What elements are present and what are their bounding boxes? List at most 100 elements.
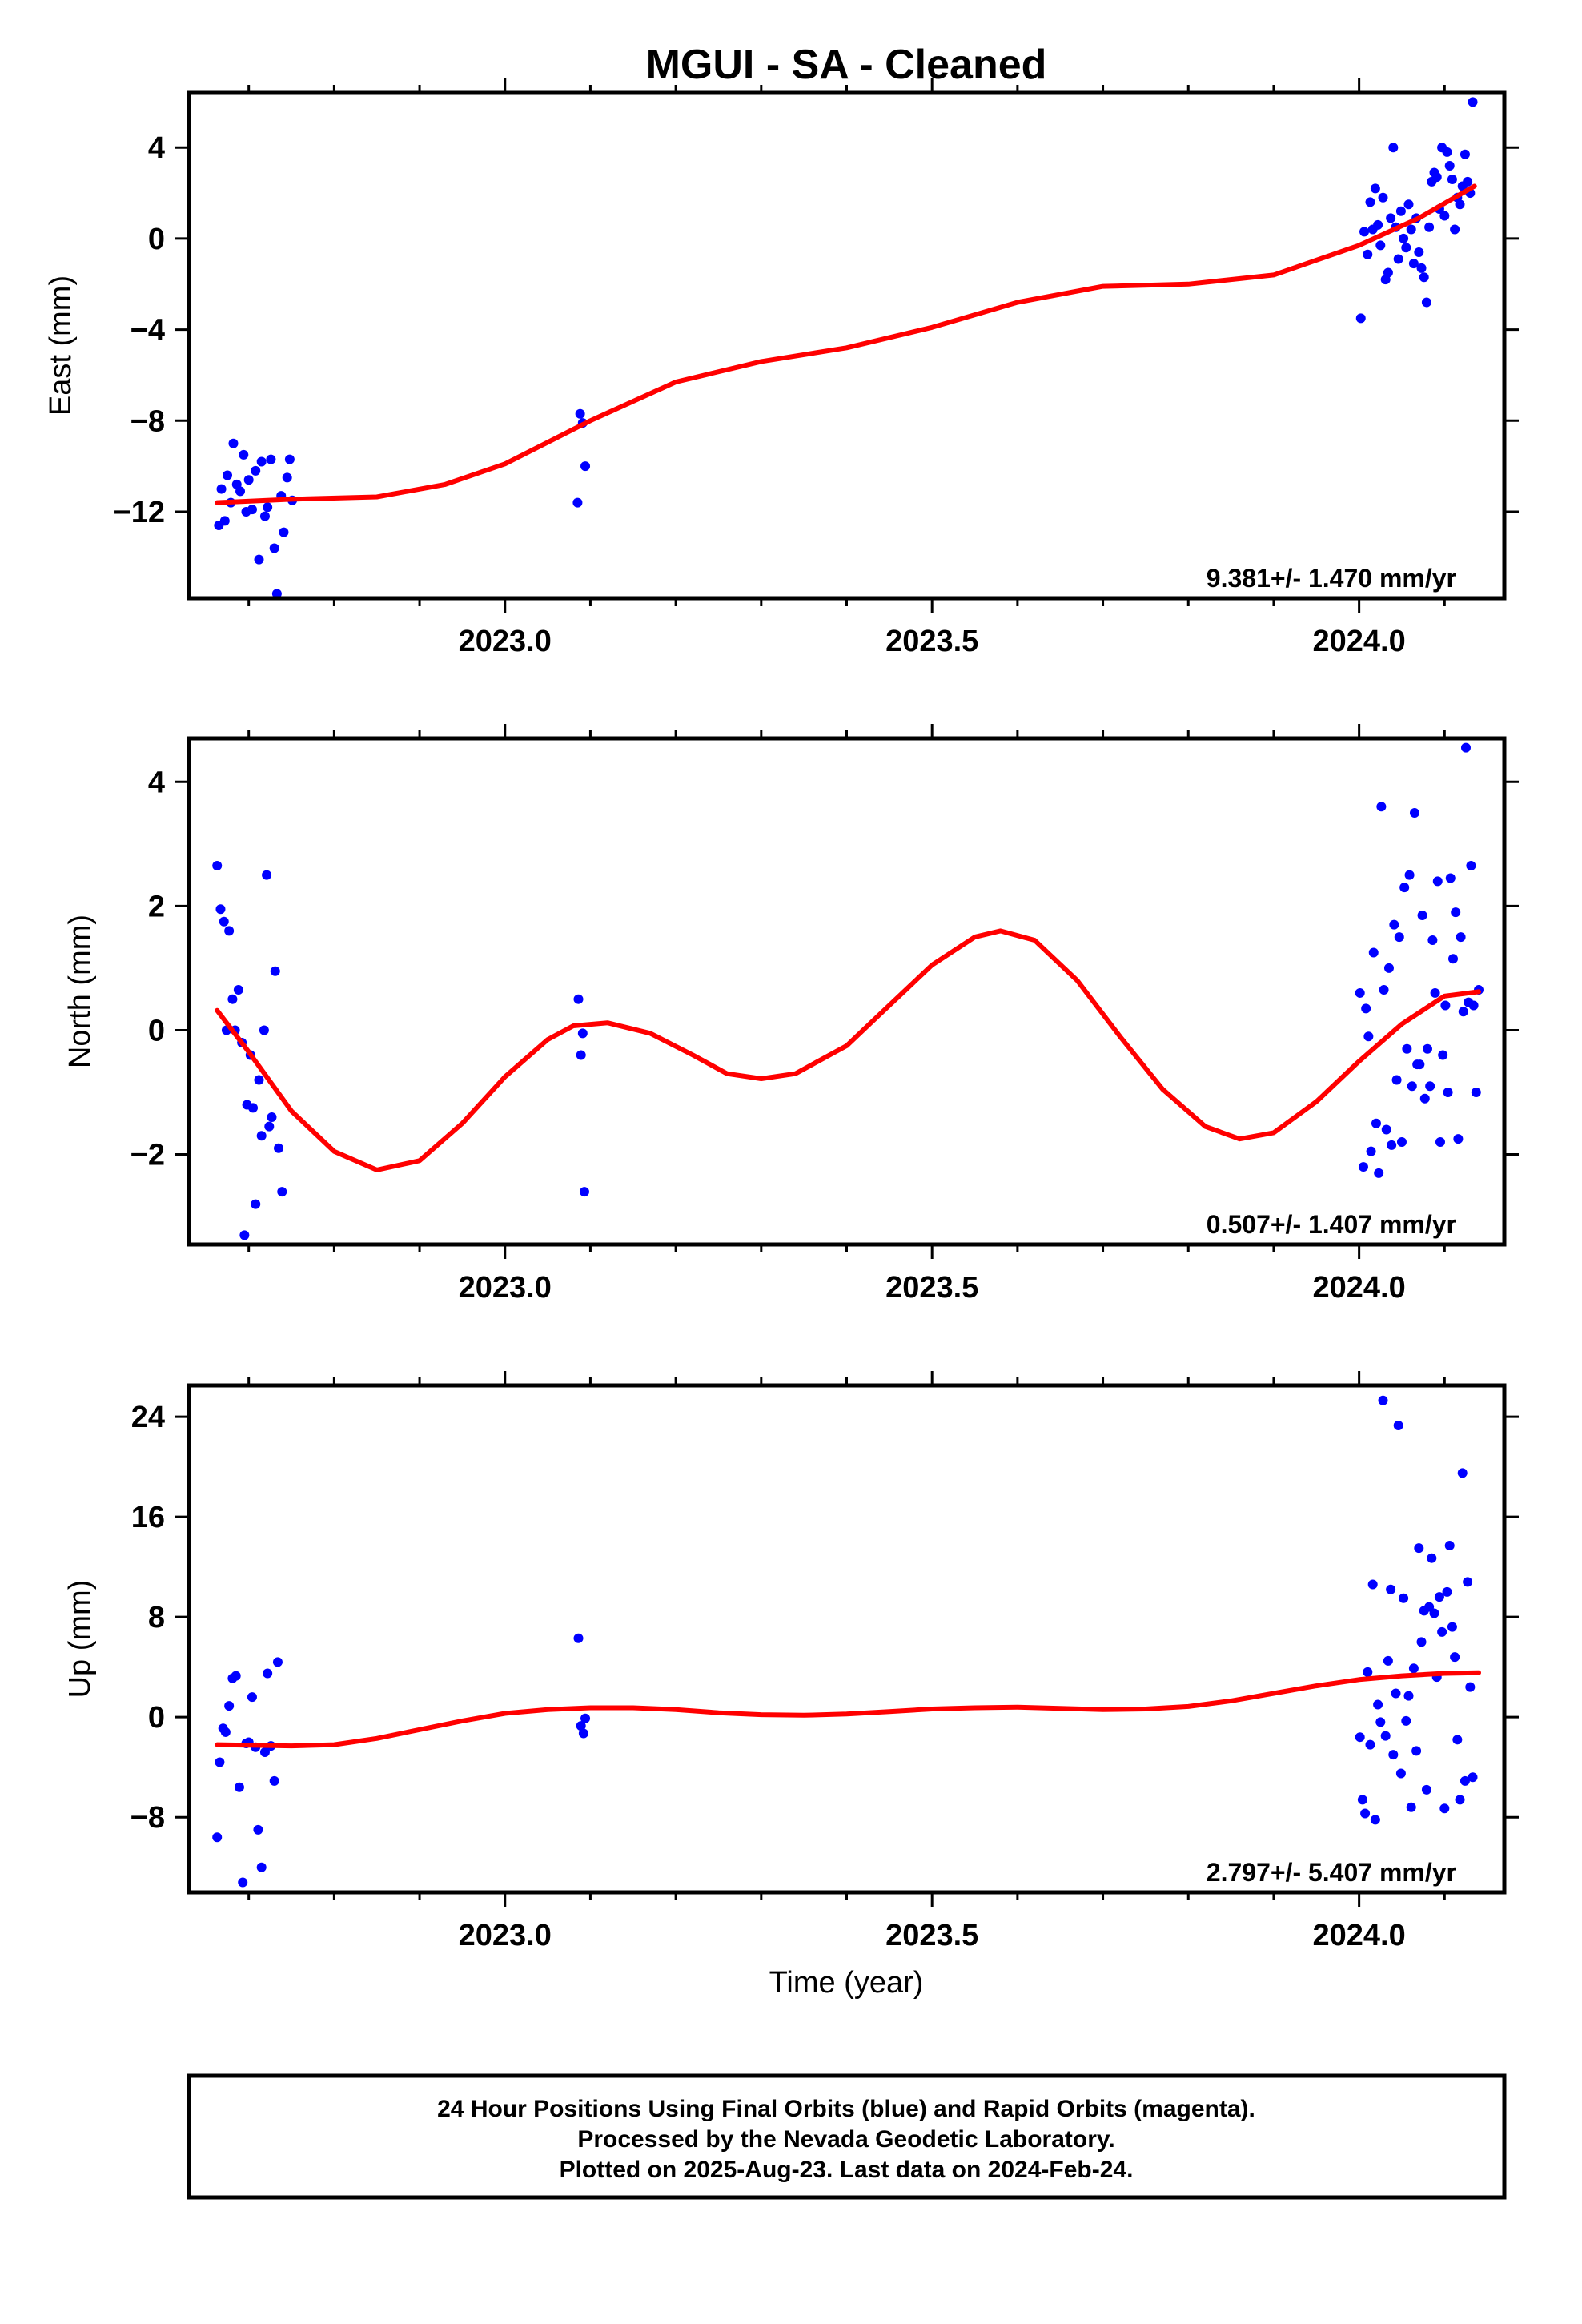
north-data-point <box>1404 870 1415 880</box>
east-data-point <box>1419 272 1429 283</box>
north-data-point <box>1447 954 1458 964</box>
figure-title: MGUI - SA - Cleaned <box>646 42 1047 88</box>
east-data-point <box>1365 197 1375 207</box>
east-data-point <box>247 505 257 515</box>
up-data-point <box>1427 1553 1437 1563</box>
north-x-tick-label: 2023.5 <box>885 1271 978 1305</box>
north-data-point <box>233 985 243 995</box>
up-data-point <box>1355 1732 1365 1743</box>
up-data-point <box>1460 1775 1470 1786</box>
north-data-point <box>1440 1000 1451 1011</box>
east-fit-line <box>215 183 1477 505</box>
east-data-point <box>279 527 289 537</box>
north-data-point <box>1361 1003 1371 1014</box>
east-data-point <box>254 554 264 565</box>
footer-box <box>187 2073 1507 2200</box>
north-data-point <box>1374 1168 1384 1178</box>
north-y-tick-label: 0 <box>148 1014 165 1047</box>
north-data-point <box>1422 1043 1432 1054</box>
up-data-point <box>231 1671 241 1681</box>
up-plot-frame <box>187 1383 1507 1895</box>
up-data-point <box>573 1633 584 1643</box>
north-data-point <box>1355 987 1365 998</box>
north-data-point <box>227 994 238 1004</box>
up-data-point <box>220 1727 231 1737</box>
north-rate-label: 0.507+/- 1.407 mm/yr <box>1207 1210 1456 1239</box>
up-data-point <box>1393 1421 1403 1431</box>
east-data-point <box>282 472 292 483</box>
footer-line-2: Processed by the Nevada Geodetic Laborat… <box>577 2126 1114 2153</box>
east-y-tick-label: −4 <box>130 314 165 348</box>
east-data-point <box>1355 313 1366 324</box>
east-plot-frame <box>187 90 1507 601</box>
east-data-point <box>1468 97 1478 107</box>
north-data-point <box>1409 808 1419 818</box>
east-x-tick-label: 2023.0 <box>459 625 552 658</box>
up-data-point <box>1357 1795 1367 1805</box>
east-data-point <box>1395 206 1406 216</box>
up-data-point <box>1429 1608 1439 1618</box>
up-data-point <box>1378 1395 1388 1405</box>
up-data-point <box>1450 1652 1460 1663</box>
up-data-point <box>578 1728 588 1739</box>
north-data-point <box>251 1199 261 1209</box>
up-data-point <box>1403 1691 1414 1701</box>
up-data-point <box>1380 1731 1391 1741</box>
up-data-point <box>1444 1541 1455 1551</box>
north-y-tick-label: −2 <box>130 1139 165 1172</box>
east-x-tick-label: 2023.5 <box>885 625 978 658</box>
east-data-point <box>263 502 273 513</box>
east-data-point <box>575 408 585 419</box>
east-data-point <box>1375 240 1386 251</box>
up-data-point <box>212 1832 223 1843</box>
north-plot-frame <box>187 736 1507 1247</box>
east-data-point <box>1378 192 1388 203</box>
east-rate-label: 9.381+/- 1.470 mm/yr <box>1207 564 1456 593</box>
east-data-point <box>1386 213 1396 223</box>
north-data-point <box>1460 742 1471 753</box>
up-y-tick-label: 0 <box>148 1701 165 1735</box>
north-data-point <box>1381 1124 1391 1135</box>
up-data-point <box>1391 1688 1401 1699</box>
up-data-point <box>1386 1584 1396 1594</box>
up-y-tick-label: 16 <box>131 1501 165 1534</box>
up-data-point <box>1373 1699 1383 1710</box>
up-points <box>212 1395 1478 1888</box>
east-x-tick-label: 2024.0 <box>1313 625 1406 658</box>
north-data-point <box>1425 1081 1435 1092</box>
up-data-point <box>576 1721 586 1731</box>
east-data-point <box>1444 160 1455 171</box>
east-y-tick-label: −12 <box>114 496 165 529</box>
up-data-point <box>269 1775 279 1786</box>
east-data-point <box>216 484 227 494</box>
north-data-point <box>1399 883 1410 893</box>
up-data-point <box>1395 1768 1406 1779</box>
north-data-point <box>256 1131 267 1141</box>
east-data-point <box>239 449 249 460</box>
footer-line-3: Plotted on 2025-Aug-23. Last data on 202… <box>560 2157 1134 2183</box>
north-data-point <box>267 1112 277 1123</box>
north-data-point <box>264 1121 275 1132</box>
east-data-point <box>1416 263 1427 273</box>
east-data-point <box>259 511 270 521</box>
north-data-point <box>1387 1140 1397 1150</box>
north-data-point <box>1358 1162 1368 1172</box>
footer-line-1: 24 Hour Positions Using Final Orbits (bl… <box>437 2096 1255 2122</box>
north-data-point <box>1458 1007 1468 1017</box>
north-data-point <box>270 966 280 976</box>
north-data-point <box>1430 987 1440 998</box>
east-y-tick-label: 4 <box>148 131 165 165</box>
up-data-point <box>1360 1808 1371 1819</box>
up-data-point <box>1406 1802 1416 1812</box>
east-y-tick-label: −8 <box>130 404 165 438</box>
up-data-point <box>1468 1772 1478 1783</box>
east-data-point <box>243 475 254 485</box>
north-data-point <box>1471 1088 1481 1098</box>
north-data-point <box>212 860 223 870</box>
up-data-point <box>1416 1637 1427 1647</box>
north-fit-line <box>215 928 1481 1172</box>
up-panel: 2023.0 2023.5 2024.0 −8 0 8 16 24 Up (mm) 2.797+/… <box>63 1371 1519 1952</box>
east-data-point <box>1373 219 1383 230</box>
up-data-point <box>224 1701 235 1711</box>
east-data-point <box>251 465 261 476</box>
